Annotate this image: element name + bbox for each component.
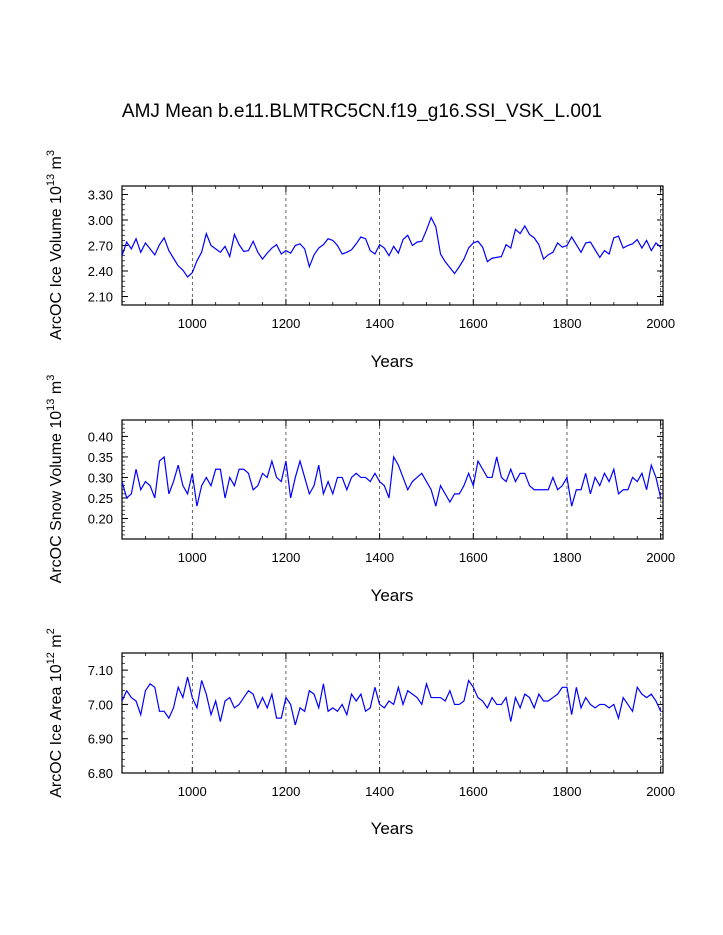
x-tick-label: 1200 bbox=[271, 316, 300, 331]
x-tick-label: 1400 bbox=[365, 316, 394, 331]
x-tick-label: 2000 bbox=[646, 316, 675, 331]
x-tick-label: 1000 bbox=[178, 550, 207, 565]
panel-ice-volume: 1000 1200 1400 1600 1800 2000 2.10 2.40 2.70 3.0… bbox=[45, 150, 675, 371]
y-tick-label: 2.70 bbox=[88, 239, 113, 254]
y-label-exponent: 12 bbox=[45, 652, 57, 664]
x-tick-label: 1200 bbox=[271, 784, 300, 799]
y-tick-label: 0.25 bbox=[88, 491, 113, 506]
y-axis-label: ArcOC Snow Volume 1013 m3 bbox=[45, 375, 65, 584]
y-tick-label: 2.10 bbox=[88, 290, 113, 305]
series-line-snow-volume bbox=[121, 455, 662, 507]
series-line-ice-area bbox=[121, 676, 662, 726]
panel-snow-volume: 1000 1200 1400 1600 1800 2000 0.20 0.25 0.30 0.3… bbox=[45, 375, 675, 605]
x-tick-labels: 1000 1200 1400 1600 1800 2000 bbox=[178, 784, 675, 799]
y-tick-labels: 0.20 0.25 0.30 0.35 0.40 bbox=[88, 429, 113, 526]
x-tick-label: 2000 bbox=[646, 784, 675, 799]
y-axis-label: ArcOC Ice Volume 1013 m3 bbox=[45, 150, 65, 340]
plot-frame bbox=[121, 419, 664, 540]
y-label-exponent: 13 bbox=[45, 399, 57, 411]
y-tick-labels: 2.10 2.40 2.70 3.00 3.30 bbox=[88, 188, 113, 305]
y-label-unit-exponent: 3 bbox=[45, 375, 57, 381]
y-label-unit: m bbox=[48, 634, 65, 652]
y-tick-label: 2.40 bbox=[88, 264, 113, 279]
x-tick-label: 1800 bbox=[553, 784, 582, 799]
figure-title: AMJ Mean b.e11.BLMTRC5CN.f19_g16.SSI_VSK… bbox=[122, 101, 602, 122]
y-tick-label: 0.20 bbox=[88, 511, 113, 526]
axis-ticks bbox=[121, 653, 663, 774]
y-tick-label: 3.30 bbox=[88, 188, 113, 203]
y-tick-label: 6.80 bbox=[88, 766, 113, 781]
x-axis-label: Years bbox=[371, 352, 414, 371]
x-grid bbox=[191, 186, 661, 305]
x-axis-label: Years bbox=[371, 819, 414, 838]
y-label-base: ArcOC Snow Volume 10 bbox=[48, 411, 65, 584]
y-label-unit: m bbox=[48, 381, 65, 399]
x-tick-label: 1800 bbox=[553, 550, 582, 565]
series-line-ice-volume bbox=[121, 215, 662, 278]
y-label-unit: m bbox=[48, 156, 65, 174]
axis-ticks bbox=[121, 419, 663, 540]
y-label-exponent: 13 bbox=[45, 174, 57, 186]
x-tick-labels: 1000 1200 1400 1600 1800 2000 bbox=[178, 550, 675, 565]
x-tick-label: 1600 bbox=[459, 784, 488, 799]
y-tick-label: 7.10 bbox=[88, 663, 113, 678]
x-tick-label: 1200 bbox=[271, 550, 300, 565]
x-grid bbox=[191, 653, 661, 773]
y-label-unit-exponent: 3 bbox=[45, 150, 57, 156]
y-tick-label: 3.00 bbox=[88, 213, 113, 228]
y-label-unit-exponent: 2 bbox=[45, 628, 57, 634]
x-tick-labels: 1000 1200 1400 1600 1800 2000 bbox=[178, 316, 675, 331]
plot-frame bbox=[121, 652, 664, 774]
panel-ice-area: 1000 1200 1400 1600 1800 2000 6.80 6.90 7.00 7.1… bbox=[45, 628, 675, 838]
x-tick-label: 1000 bbox=[178, 316, 207, 331]
x-tick-label: 1400 bbox=[365, 550, 394, 565]
x-tick-label: 2000 bbox=[646, 550, 675, 565]
y-tick-label: 7.00 bbox=[88, 697, 113, 712]
y-tick-labels: 6.80 6.90 7.00 7.10 bbox=[88, 663, 113, 781]
x-tick-label: 1800 bbox=[553, 316, 582, 331]
y-tick-label: 0.30 bbox=[88, 470, 113, 485]
x-tick-label: 1400 bbox=[365, 784, 394, 799]
x-grid bbox=[191, 420, 661, 539]
x-tick-label: 1600 bbox=[459, 550, 488, 565]
y-tick-label: 0.40 bbox=[88, 429, 113, 444]
y-label-base: ArcOC Ice Volume 10 bbox=[48, 186, 65, 340]
y-tick-label: 6.90 bbox=[88, 732, 113, 747]
y-tick-label: 0.35 bbox=[88, 450, 113, 465]
x-tick-label: 1000 bbox=[178, 784, 207, 799]
x-tick-label: 1600 bbox=[459, 316, 488, 331]
y-axis-label: ArcOC Ice Area 1012 m2 bbox=[45, 628, 65, 798]
x-axis-label: Years bbox=[371, 586, 414, 605]
y-label-base: ArcOC Ice Area 10 bbox=[48, 664, 65, 797]
axis-ticks bbox=[121, 186, 663, 305]
